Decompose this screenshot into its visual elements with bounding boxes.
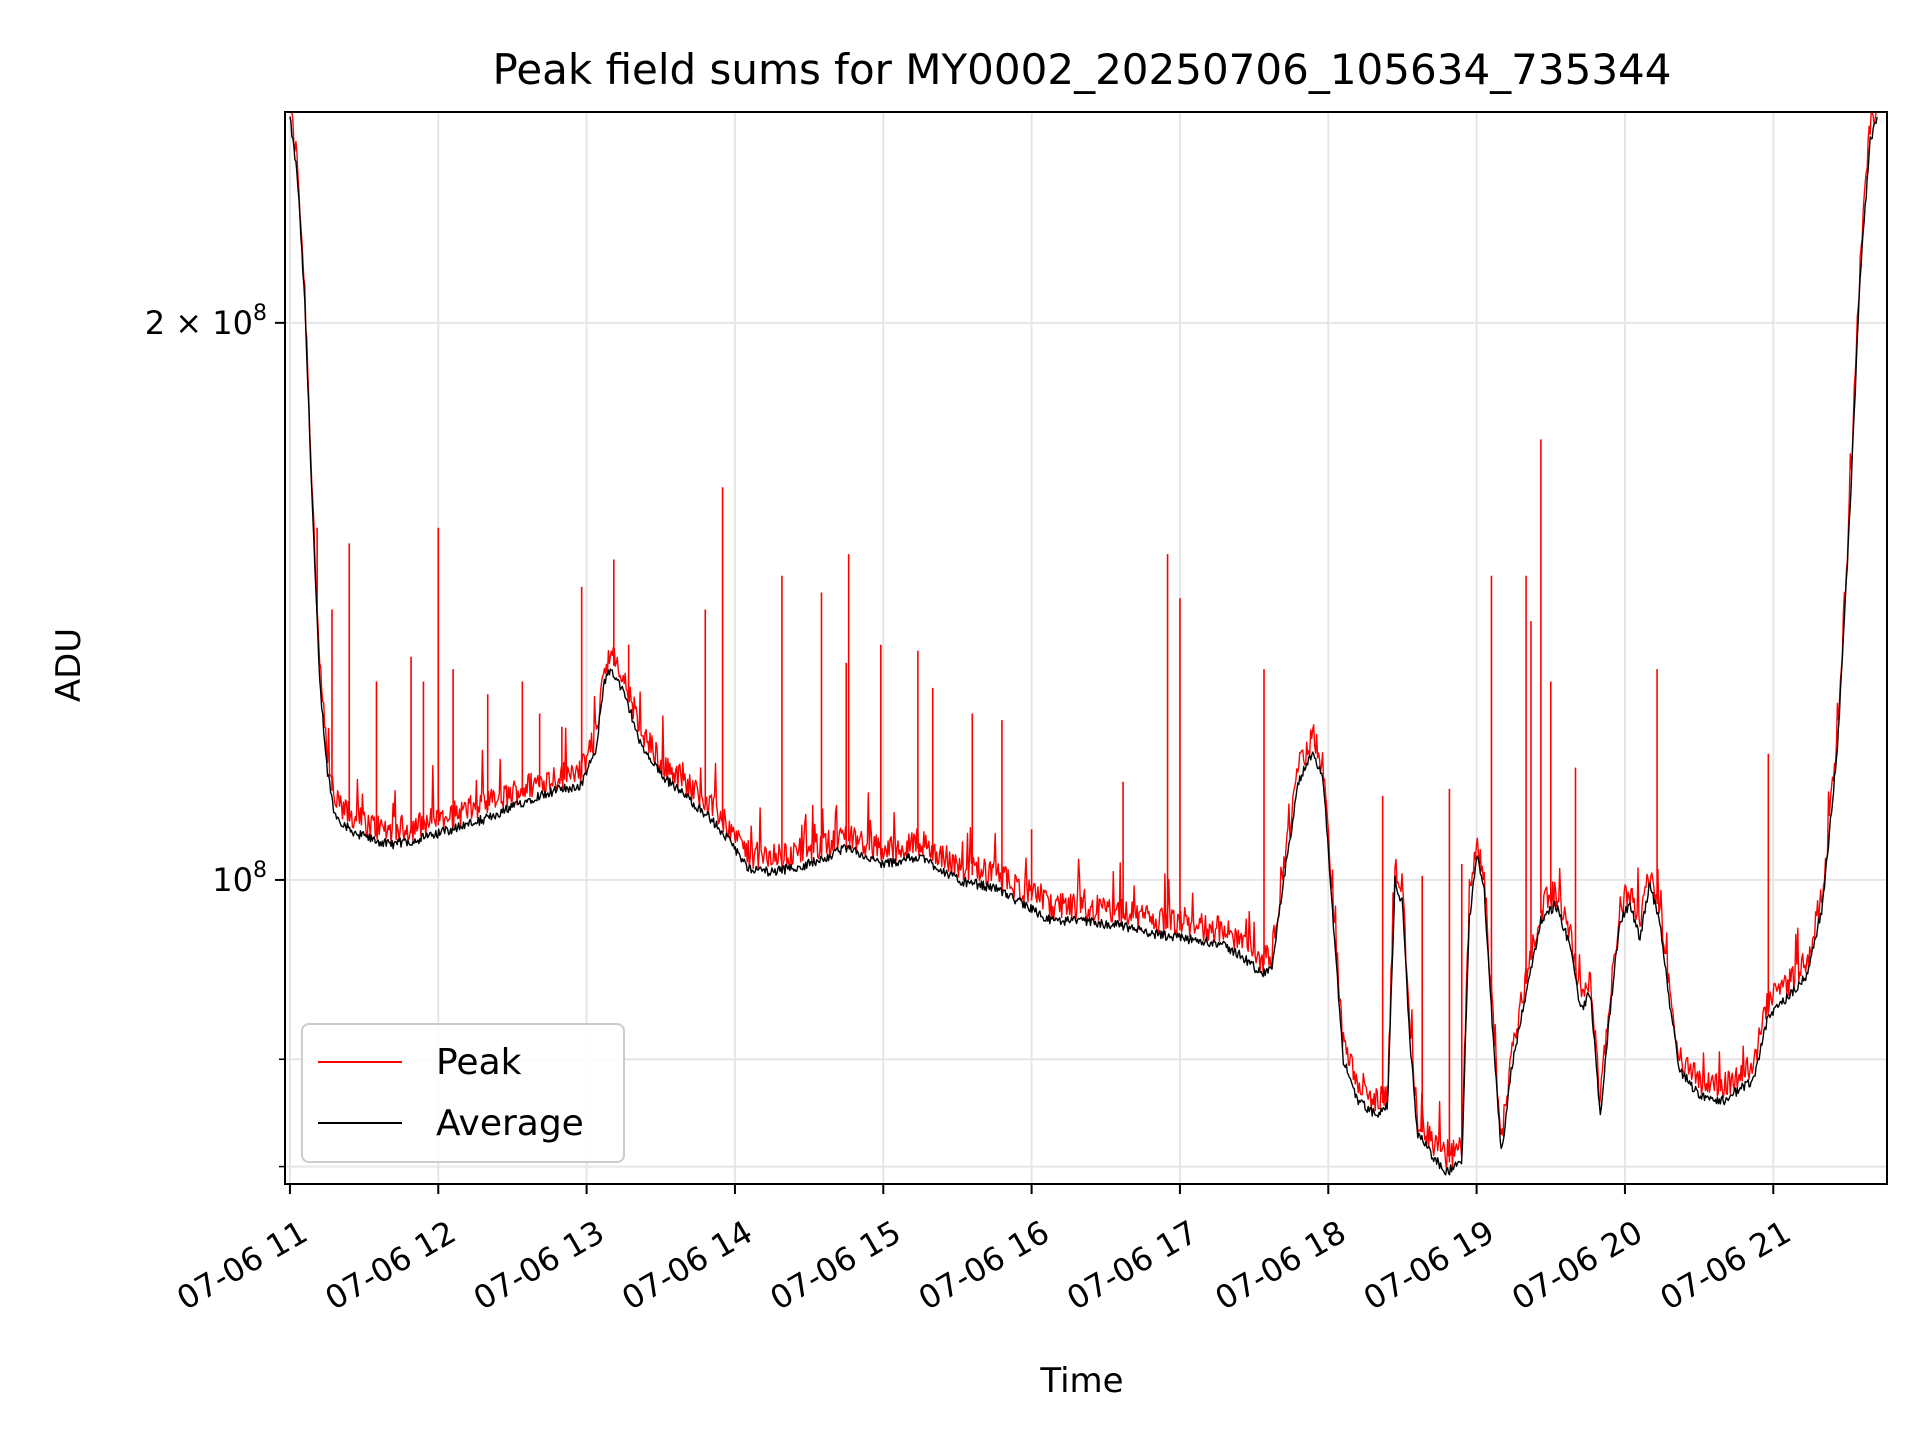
y-axis-label: ADU — [49, 628, 89, 702]
plot-frame — [284, 111, 1888, 1185]
average-line — [289, 116, 1878, 1176]
series-average — [289, 116, 1878, 1176]
legend-label-peak: Peak — [436, 1042, 522, 1083]
x-axis-label: Time — [1039, 1361, 1123, 1401]
chart-title: Peak field sums for MY0002_20250706_1056… — [492, 45, 1671, 94]
y-tick-exponent: 8 — [253, 301, 267, 326]
series-peak — [289, 112, 1878, 1171]
peak-line — [289, 112, 1878, 1171]
y-tick-base: 10 — [212, 861, 253, 899]
legend: Peak Average — [301, 1023, 625, 1163]
legend-label-average: Average — [436, 1103, 584, 1144]
plot-series — [289, 112, 1878, 1176]
y-tick-label: 2 × 108 — [145, 301, 267, 342]
legend-box — [301, 1023, 625, 1163]
y-tick-label: 108 — [212, 858, 267, 899]
y-tick-base: 2 × 10 — [145, 304, 253, 342]
y-tick-exponent: 8 — [253, 858, 267, 883]
grid — [285, 112, 1887, 1184]
